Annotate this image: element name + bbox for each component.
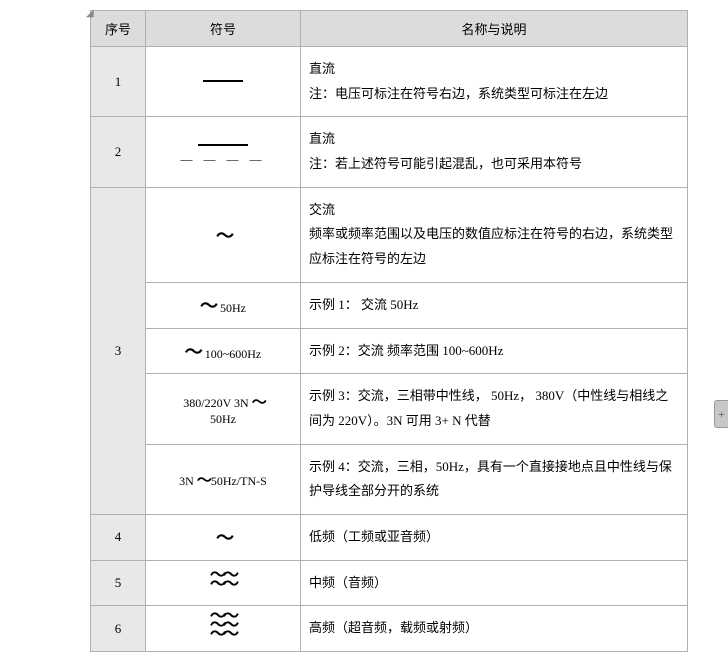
symbol-dc-dash4: — — — — bbox=[146, 117, 301, 187]
symbol-ac-3phase: 380/220V 3N 〜 50Hz bbox=[146, 374, 301, 444]
table-row: 〜50Hz 示例 1： 交流 50Hz bbox=[91, 282, 688, 328]
seq-cell: 5 bbox=[91, 560, 146, 606]
seq-cell: 6 bbox=[91, 606, 146, 652]
desc-cell: 直流 注：电压可标注在符号右边，系统类型可标注在左边 bbox=[301, 47, 688, 117]
table-row: 2 — — — — 直流 注：若上述符号可能引起混乱，也可采用本符号 bbox=[91, 117, 688, 187]
symbol-ac-50hz: 〜50Hz bbox=[146, 282, 301, 328]
table-row: 5 〜〜〜〜 中频（音频） bbox=[91, 560, 688, 606]
header-seq: 序号 bbox=[91, 11, 146, 47]
desc-title: 交流 bbox=[309, 198, 679, 223]
desc-cell: 高频（超音频，载频或射频） bbox=[301, 606, 688, 652]
desc-cell: 直流 注：若上述符号可能引起混乱，也可采用本符号 bbox=[301, 117, 688, 187]
desc-body: 频率或频率范围以及电压的数值应标注在符号的右边，系统类型应标注在符号的左边 bbox=[309, 222, 679, 271]
seq-cell: 3 bbox=[91, 187, 146, 514]
desc-cell: 示例 2：交流 频率范围 100~600Hz bbox=[301, 328, 688, 374]
symbol-low-freq: 〜 bbox=[146, 514, 301, 560]
symbol-ac-wave: 〜 bbox=[146, 187, 301, 282]
symbols-table: 序号 符号 名称与说明 1 直流 注：电压可标注在符号右边，系统类型可标注在左边… bbox=[90, 10, 688, 652]
symbol-ac-range: 〜100~600Hz bbox=[146, 328, 301, 374]
side-tab-expand[interactable]: + bbox=[714, 400, 728, 428]
table-row: 3 〜 交流 频率或频率范围以及电压的数值应标注在符号的右边，系统类型应标注在符… bbox=[91, 187, 688, 282]
table-row: 4 〜 低频（工频或亚音频） bbox=[91, 514, 688, 560]
symbol-high-freq: 〜〜〜〜〜〜 bbox=[146, 606, 301, 652]
table-row: 3N 〜 50Hz/TN-S 示例 4：交流，三相，50Hz，具有一个直接接地点… bbox=[91, 444, 688, 514]
table-row: 1 直流 注：电压可标注在符号右边，系统类型可标注在左边 bbox=[91, 47, 688, 117]
desc-cell: 交流 频率或频率范围以及电压的数值应标注在符号的右边，系统类型应标注在符号的左边 bbox=[301, 187, 688, 282]
symbol-ac-tns: 3N 〜 50Hz/TN-S bbox=[146, 444, 301, 514]
seq-cell: 4 bbox=[91, 514, 146, 560]
desc-title: 直流 bbox=[309, 57, 679, 82]
corner-marker: ◢ bbox=[86, 8, 94, 19]
desc-cell: 示例 4：交流，三相，50Hz，具有一个直接接地点且中性线与保护导线全部分开的系… bbox=[301, 444, 688, 514]
table-header-row: 序号 符号 名称与说明 bbox=[91, 11, 688, 47]
desc-title: 直流 bbox=[309, 127, 679, 152]
header-sym: 符号 bbox=[146, 11, 301, 47]
header-desc: 名称与说明 bbox=[301, 11, 688, 47]
table-row: 〜100~600Hz 示例 2：交流 频率范围 100~600Hz bbox=[91, 328, 688, 374]
table-row: 380/220V 3N 〜 50Hz 示例 3：交流，三相带中性线， 50Hz，… bbox=[91, 374, 688, 444]
table-row: 6 〜〜〜〜〜〜 高频（超音频，载频或射频） bbox=[91, 606, 688, 652]
desc-cell: 示例 1： 交流 50Hz bbox=[301, 282, 688, 328]
desc-note: 注：若上述符号可能引起混乱，也可采用本符号 bbox=[309, 152, 679, 177]
desc-note: 注：电压可标注在符号右边，系统类型可标注在左边 bbox=[309, 82, 679, 107]
seq-cell: 1 bbox=[91, 47, 146, 117]
desc-cell: 中频（音频） bbox=[301, 560, 688, 606]
desc-cell: 示例 3：交流，三相带中性线， 50Hz， 380V（中性线与相线之间为 220… bbox=[301, 374, 688, 444]
seq-cell: 2 bbox=[91, 117, 146, 187]
desc-cell: 低频（工频或亚音频） bbox=[301, 514, 688, 560]
symbol-mid-freq: 〜〜〜〜 bbox=[146, 560, 301, 606]
symbol-dc-dash bbox=[146, 47, 301, 117]
